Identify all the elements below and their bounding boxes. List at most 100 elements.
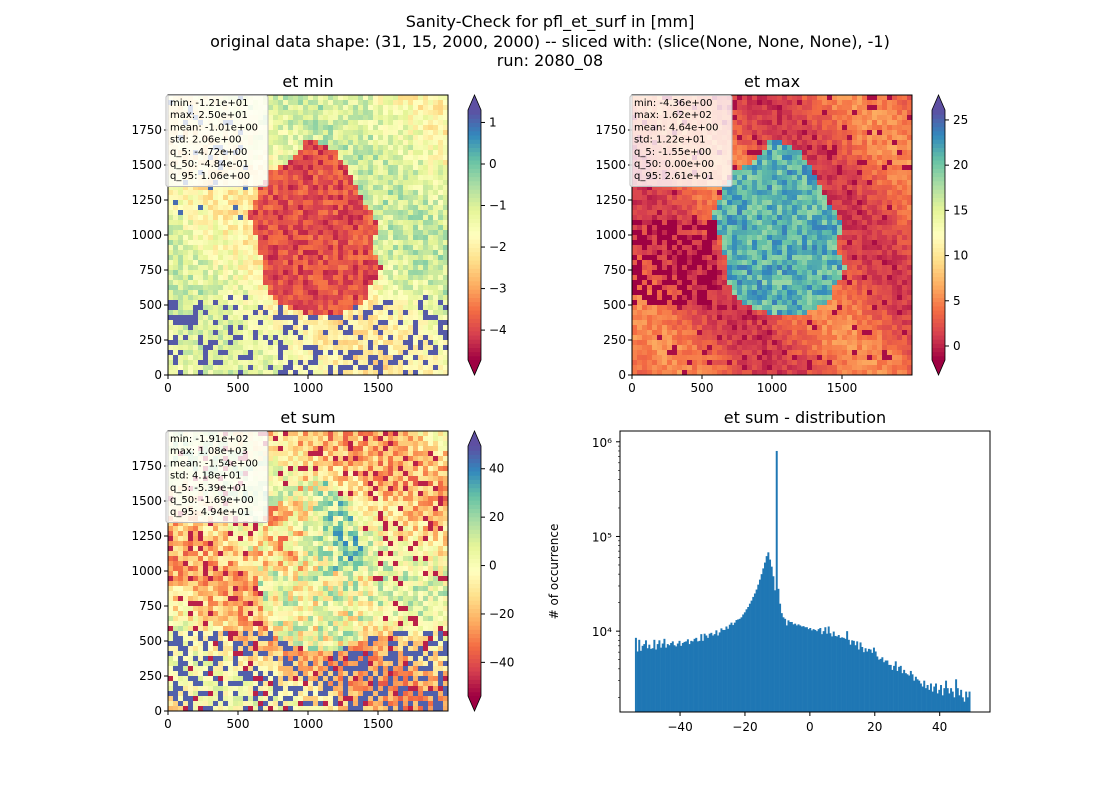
- heatmap-cell: [383, 210, 389, 216]
- heatmap-cell: [792, 95, 798, 101]
- heatmap-cell: [443, 130, 449, 136]
- heatmap-cell: [343, 305, 349, 311]
- heatmap-cell: [842, 130, 848, 136]
- heatmap-cell: [443, 235, 449, 241]
- heatmap-cell: [378, 210, 384, 216]
- heatmap-cell: [183, 230, 189, 236]
- heatmap-cell: [702, 235, 708, 241]
- heatmap-cell: [258, 285, 264, 291]
- heatmap-cell: [408, 250, 414, 256]
- heatmap-cell: [802, 210, 808, 216]
- heatmap-cell: [827, 170, 833, 176]
- heatmap-cell: [827, 95, 833, 101]
- heatmap-cell: [408, 350, 414, 356]
- heatmap-cell: [642, 215, 648, 221]
- heatmap-cell: [293, 370, 299, 376]
- heatmap-cell: [867, 170, 873, 176]
- heatmap-cell: [657, 220, 663, 226]
- heatmap-cell: [772, 120, 778, 126]
- heatmap-cell: [278, 115, 284, 121]
- heatmap-cell: [418, 200, 424, 206]
- heatmap-cell: [283, 320, 289, 326]
- heatmap-cell: [777, 215, 783, 221]
- heatmap-cell: [433, 275, 439, 281]
- heatmap-cell: [313, 305, 319, 311]
- heatmap-cell: [393, 100, 399, 106]
- heatmap-cell: [413, 140, 419, 146]
- heatmap-cell: [373, 335, 379, 341]
- heatmap-cell: [892, 95, 898, 101]
- heatmap-cell: [348, 350, 354, 356]
- heatmap-cell: [787, 230, 793, 236]
- heatmap-cell: [243, 360, 249, 366]
- heatmap-cell: [323, 345, 329, 351]
- heatmap-cell: [223, 295, 229, 301]
- heatmap-cell: [318, 200, 324, 206]
- heatmap-cell: [173, 305, 179, 311]
- heatmap-cell: [438, 335, 444, 341]
- heatmap-cell: [193, 220, 199, 226]
- heatmap-cell: [363, 240, 369, 246]
- heatmap-cell: [413, 145, 419, 151]
- heatmap-cell: [857, 95, 863, 101]
- heatmap-cell: [353, 240, 359, 246]
- heatmap-cell: [433, 175, 439, 181]
- heatmap-cell: [358, 155, 364, 161]
- heatmap-cell: [293, 290, 299, 296]
- heatmap-cell: [333, 150, 339, 156]
- heatmap-cell: [907, 215, 913, 221]
- heatmap-cell: [817, 145, 823, 151]
- heatmap-cell: [358, 225, 364, 231]
- heatmap-cell: [258, 205, 264, 211]
- heatmap-cell: [872, 165, 878, 171]
- heatmap-cell: [208, 245, 214, 251]
- heatmap-cell: [208, 270, 214, 276]
- heatmap-cell: [792, 160, 798, 166]
- heatmap-cell: [208, 225, 214, 231]
- heatmap-cell: [343, 345, 349, 351]
- heatmap-cell: [313, 275, 319, 281]
- heatmap-cell: [752, 190, 758, 196]
- heatmap-cell: [418, 250, 424, 256]
- heatmap-cell: [772, 130, 778, 136]
- heatmap-cell: [203, 200, 209, 206]
- heatmap-cell: [882, 235, 888, 241]
- heatmap-cell: [173, 300, 179, 306]
- heatmap-cell: [353, 260, 359, 266]
- heatmap-cell: [443, 155, 449, 161]
- heatmap-cell: [418, 175, 424, 181]
- heatmap-cell: [787, 220, 793, 226]
- heatmap-cell: [173, 355, 179, 361]
- heatmap-cell: [368, 155, 374, 161]
- heatmap-cell: [887, 130, 893, 136]
- heatmap-cell: [233, 205, 239, 211]
- heatmap-cell: [363, 135, 369, 141]
- heatmap-cell: [667, 220, 673, 226]
- heatmap-cell: [762, 170, 768, 176]
- heatmap-cell: [388, 315, 394, 321]
- colorbar-tick-label: −1: [489, 199, 507, 213]
- heatmap-cell: [867, 115, 873, 121]
- heatmap-cell: [178, 225, 184, 231]
- heatmap-cell: [817, 100, 823, 106]
- heatmap-cell: [288, 255, 294, 261]
- heatmap-cell: [782, 240, 788, 246]
- heatmap-cell: [323, 190, 329, 196]
- heatmap-cell: [423, 195, 429, 201]
- heatmap-cell: [403, 340, 409, 346]
- heatmap-cell: [353, 270, 359, 276]
- heatmap-cell: [388, 165, 394, 171]
- heatmap-cell: [238, 240, 244, 246]
- heatmap-cell: [328, 280, 334, 286]
- heatmap-cell: [293, 125, 299, 131]
- heatmap-cell: [383, 175, 389, 181]
- heatmap-cell: [353, 280, 359, 286]
- heatmap-cell: [263, 195, 269, 201]
- heatmap-cell: [428, 150, 434, 156]
- heatmap-cell: [338, 150, 344, 156]
- heatmap-cell: [443, 355, 449, 361]
- heatmap-cell: [842, 120, 848, 126]
- heatmap-cell: [243, 310, 249, 316]
- heatmap-panel: 0 500 1000 150002505007501000125015001750mi…: [595, 93, 968, 395]
- heatmap-cell: [787, 140, 793, 146]
